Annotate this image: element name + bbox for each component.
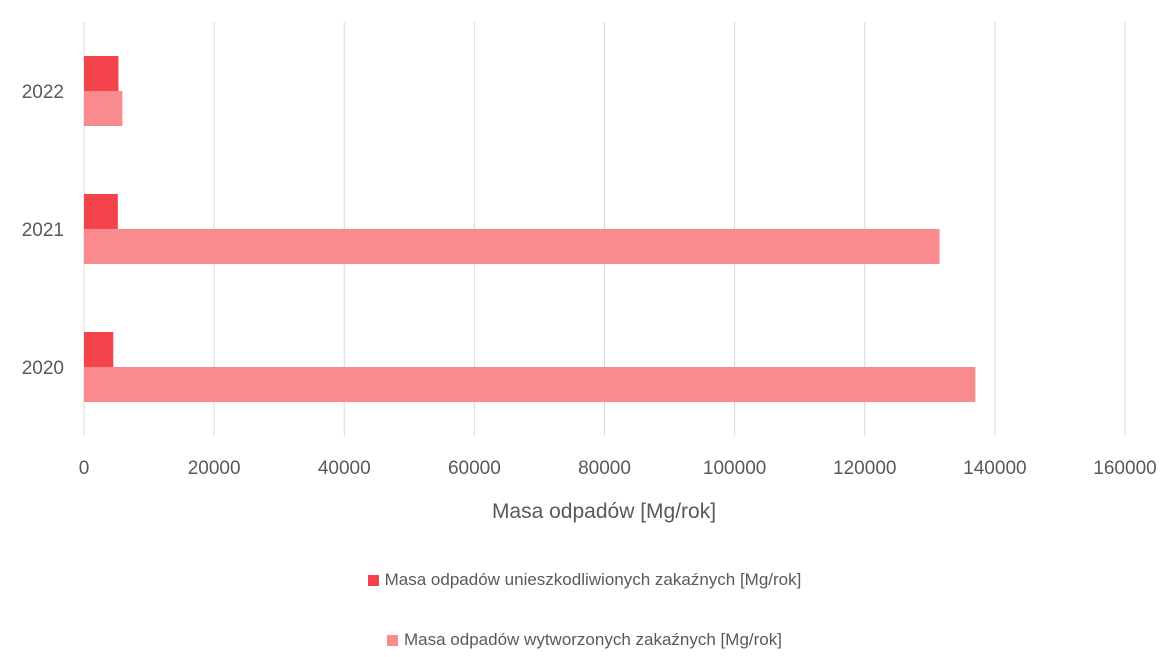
- y-tick-label-2020: 2020: [22, 358, 64, 379]
- x-axis-title: Masa odpadów [Mg/rok]: [492, 500, 716, 523]
- bar-2022-series-1: [84, 56, 119, 91]
- bar-chart: 2020 2021 2022 0 20000 40000 60000 80000 100000…: [22, 22, 1157, 523]
- legend-swatch-2: [387, 634, 399, 646]
- y-tick-label-2021: 2021: [22, 220, 64, 241]
- bar-2022-series-2: [84, 91, 123, 126]
- legend-item-2: Masa odpadów wytworzonych zakaźnych [Mg/…: [0, 630, 1169, 650]
- bar-2020-series-2: [84, 367, 976, 402]
- x-tick-labels: 0 20000 40000 60000 80000 100000 120000 140000 1…: [79, 458, 1157, 479]
- x-tick-label-6: 120000: [833, 458, 896, 479]
- legend-label-1: Masa odpadów unieszkodliwionych zakaźnyc…: [384, 570, 802, 589]
- legend-item-1: Masa odpadów unieszkodliwionych zakaźnyc…: [0, 570, 1169, 590]
- x-tick-label-8: 160000: [1093, 458, 1156, 479]
- x-tick-label-3: 60000: [448, 458, 501, 479]
- bars: [84, 56, 976, 402]
- x-tick-label-5: 100000: [703, 458, 766, 479]
- bar-2021-series-2: [84, 229, 940, 264]
- y-tick-label-2022: 2022: [22, 82, 64, 103]
- legend-label-2: Masa odpadów wytworzonych zakaźnych [Mg/…: [404, 630, 782, 649]
- x-tick-label-7: 140000: [963, 458, 1026, 479]
- legend-swatch-1: [367, 574, 379, 586]
- bar-2021-series-1: [84, 194, 118, 229]
- y-tick-labels: 2020 2021 2022: [22, 82, 64, 379]
- bar-2020-series-1: [84, 332, 114, 367]
- x-tick-label-0: 0: [79, 458, 90, 479]
- x-tick-label-1: 20000: [188, 458, 241, 479]
- x-tick-label-4: 80000: [578, 458, 631, 479]
- x-tick-label-2: 40000: [318, 458, 371, 479]
